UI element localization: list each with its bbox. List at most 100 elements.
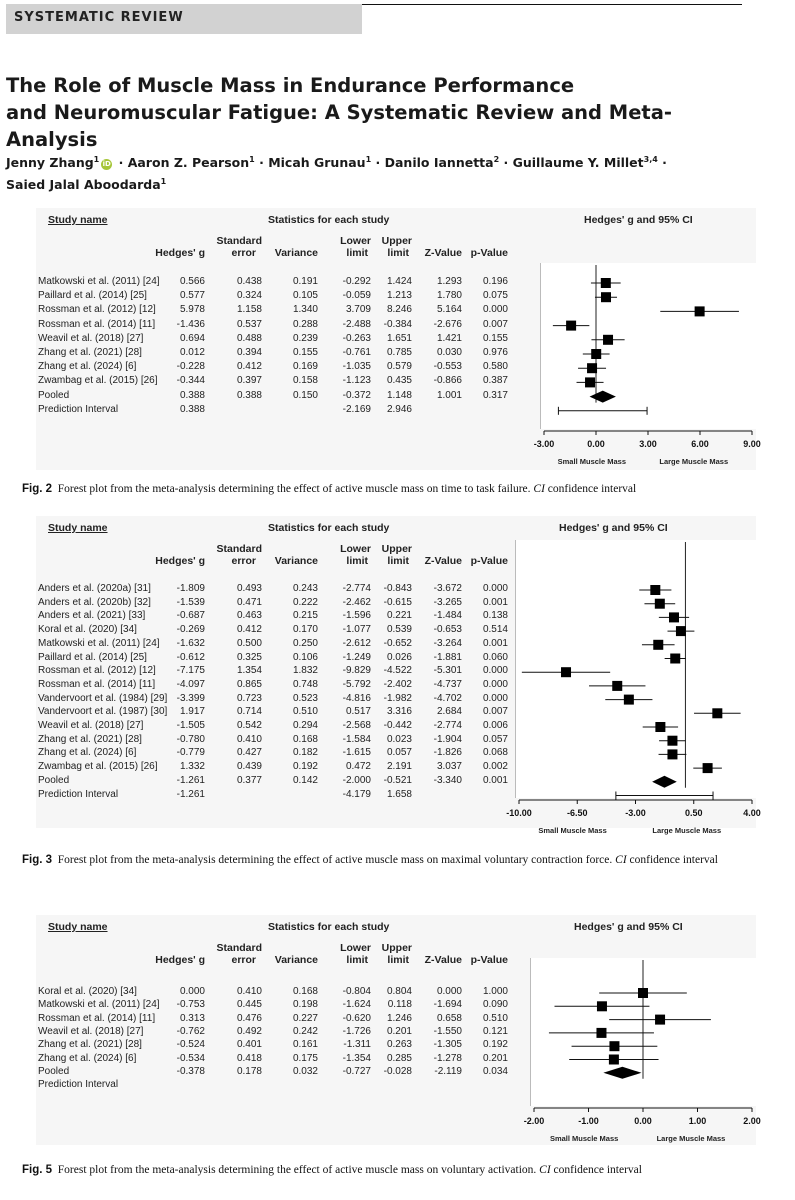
stat-z: 2.684 xyxy=(436,706,462,718)
column-header-z: Z-Value xyxy=(424,247,462,259)
x-axis-tick-label: -6.50 xyxy=(567,808,588,818)
stat-se: 0.412 xyxy=(236,624,262,636)
stat-z: -1.881 xyxy=(433,651,462,663)
stat-g: -0.534 xyxy=(176,1052,205,1064)
stat-z: -2.676 xyxy=(433,318,462,330)
caption-tail: confidence interval xyxy=(553,1164,642,1176)
stat-g: 1.917 xyxy=(179,706,205,718)
stat-g: -1.809 xyxy=(176,583,205,594)
study-marker xyxy=(655,722,666,732)
study-marker xyxy=(601,292,612,303)
stat-lo: -9.829 xyxy=(342,665,371,677)
stat-z: -0.866 xyxy=(433,375,462,387)
stat-z: -3.340 xyxy=(433,774,462,786)
study-name: Paillard et al. (2014) [25] xyxy=(38,651,147,663)
x-axis-tick-label: 0.50 xyxy=(685,808,703,818)
stat-se: 0.488 xyxy=(236,332,262,344)
x-axis-tick-label: 4.00 xyxy=(743,808,761,818)
axis-label-small-muscle-mass: Small Muscle Mass xyxy=(550,1134,618,1143)
stat-se: 0.714 xyxy=(236,706,262,718)
author-name[interactable]: Saied Jalal Aboodarda xyxy=(6,177,161,193)
stat-se: 1.158 xyxy=(236,304,262,316)
stat-se: 0.445 xyxy=(236,999,262,1011)
axis-label-large-muscle-mass: Large Muscle Mass xyxy=(659,457,728,466)
stat-se: 0.410 xyxy=(236,733,262,745)
stat-hi: 0.221 xyxy=(386,610,412,622)
stat-lo: -1.615 xyxy=(342,747,371,759)
stat-se: 0.388 xyxy=(236,389,262,401)
study-name: Zhang et al. (2021) [28] xyxy=(38,733,142,745)
stat-g: -0.687 xyxy=(176,610,205,622)
stat-var: 0.161 xyxy=(292,1039,318,1051)
axis-label-small-muscle-mass: Small Muscle Mass xyxy=(558,457,626,466)
figure-caption: Fig. 2 Forest plot from the meta-analysi… xyxy=(22,482,762,496)
stat-z: -1.305 xyxy=(433,1039,462,1051)
stat-var: 0.032 xyxy=(292,1065,318,1077)
stat-p: 0.192 xyxy=(482,1039,508,1051)
stat-lo: -2.169 xyxy=(342,403,371,415)
author-name[interactable]: Jenny Zhang xyxy=(6,155,94,171)
stat-p: 0.580 xyxy=(482,361,508,373)
study-name: Rossman et al. (2012) [12] xyxy=(38,304,156,316)
x-axis-tick-label: -3.00 xyxy=(534,439,555,449)
stat-var: 0.250 xyxy=(292,637,318,649)
stat-z: 1.780 xyxy=(436,290,462,302)
study-marker xyxy=(603,334,614,345)
stat-var: 0.150 xyxy=(292,389,318,401)
forest-plot-svg: -10.00 -6.50 -3.00 0.50 4.00 Small Muscle Mas… xyxy=(506,542,761,835)
stat-var: 0.175 xyxy=(292,1052,318,1064)
column-header-upper: limit xyxy=(387,954,409,966)
caption-text: Forest plot from the meta-analysis deter… xyxy=(57,1164,537,1176)
x-axis-tick-label: -1.00 xyxy=(578,1116,599,1126)
stat-hi: 3.316 xyxy=(386,706,412,718)
stat-g: -0.269 xyxy=(176,624,205,636)
caption-text: Forest plot from the meta-analysis deter… xyxy=(57,854,613,866)
stat-lo: -2.462 xyxy=(342,596,371,608)
axis-label-large-muscle-mass: Large Muscle Mass xyxy=(652,826,721,835)
study-marker xyxy=(591,349,602,359)
stat-var: 0.243 xyxy=(292,583,318,594)
x-axis-tick-label: 2.00 xyxy=(743,1116,761,1126)
stat-se: 0.723 xyxy=(236,692,262,704)
study-name: Vandervoort et al. (1984) [29] xyxy=(38,692,168,704)
stat-z: -5.301 xyxy=(433,665,462,677)
stat-var: 0.168 xyxy=(292,733,318,745)
stat-hi: -0.652 xyxy=(383,637,412,649)
orcid-icon[interactable]: iD xyxy=(101,159,113,171)
author-affiliation: 2 xyxy=(493,155,500,164)
author-name[interactable]: Micah Grunau xyxy=(268,155,366,171)
column-header-study: Study name xyxy=(48,214,108,226)
study-marker xyxy=(655,1014,666,1025)
stat-g: 0.000 xyxy=(179,986,205,997)
stat-se: 0.865 xyxy=(236,678,262,690)
author-name[interactable]: Aaron Z. Pearson xyxy=(127,155,250,171)
stat-se: 0.401 xyxy=(236,1039,262,1051)
author-affiliation: 3,4 xyxy=(643,155,658,164)
study-marker xyxy=(608,1054,619,1065)
stat-z: -3.672 xyxy=(433,583,462,594)
stat-var: 0.239 xyxy=(292,332,318,344)
stat-p: 0.000 xyxy=(482,665,508,677)
stat-lo: -0.620 xyxy=(342,1012,371,1024)
column-header-z: Z-Value xyxy=(424,555,462,567)
stat-hi: -4.522 xyxy=(383,665,412,677)
author-name[interactable]: Danilo Iannetta xyxy=(384,155,494,171)
stat-p: 0.155 xyxy=(482,332,508,344)
column-header-upper: Upper xyxy=(381,543,412,555)
author-name[interactable]: Guillaume Y. Millet xyxy=(512,155,644,171)
column-header-statistics: Statistics for each study xyxy=(268,214,390,226)
stat-p: 0.001 xyxy=(482,774,508,786)
stat-se: 0.418 xyxy=(236,1052,262,1064)
study-marker xyxy=(638,988,648,998)
stat-z: -1.278 xyxy=(433,1052,462,1064)
stat-lo: -1.584 xyxy=(342,733,371,745)
stat-se: 0.410 xyxy=(236,986,262,997)
study-name: Anders et al. (2020b) [32] xyxy=(38,596,151,608)
stat-var: 0.523 xyxy=(292,692,318,704)
stat-hi: 0.579 xyxy=(386,361,412,373)
forest-plot-svg: -2.00 -1.00 0.00 1.00 2.00 Small Muscle Mass L… xyxy=(524,960,761,1143)
stat-hi: -0.442 xyxy=(383,720,412,731)
stat-z: -1.694 xyxy=(433,999,462,1011)
caption-tail: confidence interval xyxy=(547,483,637,495)
figure-caption: Fig. 5 Forest plot from the meta-analysi… xyxy=(22,1163,762,1177)
